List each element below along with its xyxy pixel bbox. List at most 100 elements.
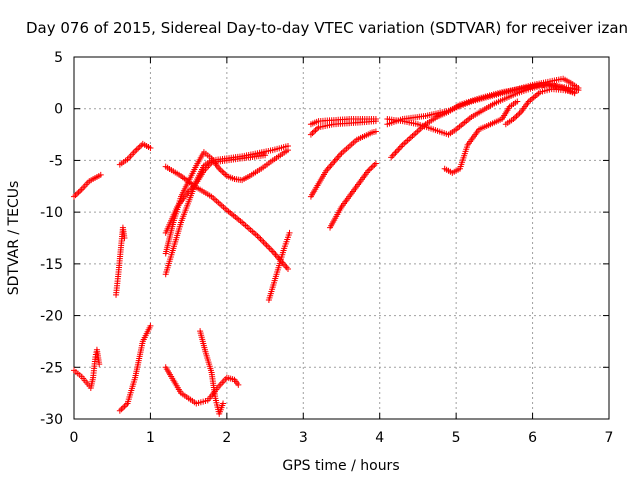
data-point — [516, 110, 523, 117]
data-point — [280, 261, 287, 268]
data-point — [396, 145, 403, 152]
data-point — [332, 156, 339, 163]
series-arc-t — [441, 98, 521, 176]
data-point — [272, 251, 279, 258]
data-point — [368, 164, 375, 171]
data-point — [220, 400, 227, 407]
series-arc-d — [113, 224, 128, 298]
data-point — [118, 406, 125, 413]
data-point — [260, 239, 267, 246]
data-point — [372, 116, 379, 123]
data-point — [337, 151, 344, 158]
data-point — [372, 128, 379, 135]
data-point — [331, 158, 338, 165]
data-point — [265, 243, 272, 250]
data-point — [392, 149, 399, 156]
data-point — [515, 111, 522, 118]
x-tick-label: 0 — [70, 430, 79, 446]
grid — [74, 57, 609, 419]
data-point — [269, 248, 276, 255]
series-arc-f — [162, 364, 242, 407]
data-point — [147, 322, 154, 329]
data-point — [262, 240, 269, 247]
x-tick-label: 5 — [452, 430, 461, 446]
series-arc-h — [162, 163, 291, 273]
data-point — [282, 262, 289, 269]
data-point — [513, 113, 520, 120]
data-point — [135, 145, 142, 152]
data-point — [262, 152, 269, 159]
data-point — [514, 98, 521, 105]
series-arc-b — [116, 140, 154, 168]
series-arc-g — [197, 328, 227, 417]
data-point — [77, 187, 84, 194]
data-point — [335, 153, 342, 160]
plot-frame — [73, 56, 610, 420]
y-tick-label: -25 — [40, 360, 63, 376]
y-tick-label: 0 — [54, 102, 63, 118]
data-point — [283, 264, 290, 271]
data-point — [75, 189, 82, 196]
data-point — [398, 143, 405, 150]
data-point — [266, 245, 273, 252]
series-arc-l — [265, 229, 293, 304]
x-tick-label: 1 — [146, 430, 155, 446]
data-point — [309, 130, 316, 137]
data-point — [273, 253, 280, 260]
data-point — [395, 146, 402, 153]
series-arc-s — [384, 75, 582, 128]
x-tick-label: 7 — [605, 430, 614, 446]
x-tick-label: 2 — [222, 430, 231, 446]
series-arc-k — [162, 152, 269, 236]
data-point — [74, 190, 81, 197]
data-point — [71, 193, 77, 200]
data-point — [257, 236, 264, 243]
series-arc-m — [307, 128, 379, 200]
data-point — [121, 403, 128, 410]
data-point — [271, 250, 278, 257]
series-arc-q — [388, 81, 582, 161]
data-point — [312, 127, 319, 134]
x-tick-label: 4 — [375, 430, 384, 446]
series-arc-j — [162, 147, 291, 257]
data-point — [147, 145, 154, 152]
y-tick-label: -15 — [40, 257, 63, 273]
chart-title: Day 076 of 2015, Sidereal Day-to-day VTE… — [26, 19, 628, 37]
y-tick-label: -5 — [49, 153, 63, 169]
series-arc-u — [502, 86, 578, 128]
data-point — [219, 168, 226, 175]
x-axis-label: GPS time / hours — [282, 458, 399, 474]
data-point — [307, 131, 314, 138]
data-point — [389, 152, 396, 159]
axis-ticks: 0 1 2 3 4 5 6 7 5 0 -5 -10 -15 -20 -25 -30 — [40, 50, 613, 446]
data-point — [325, 164, 332, 171]
data-point — [220, 170, 227, 177]
y-tick-label: -20 — [40, 309, 63, 325]
data-point — [286, 229, 293, 236]
data-point — [511, 114, 518, 121]
data-point — [391, 151, 398, 158]
data-point — [575, 85, 582, 92]
data-point — [372, 160, 379, 167]
data-point — [72, 192, 79, 199]
data-point — [96, 361, 103, 368]
data-point — [371, 161, 378, 168]
series-arc-p — [327, 160, 379, 231]
data-point — [369, 163, 376, 170]
data-marks — [71, 75, 582, 417]
data-point — [255, 234, 262, 241]
y-tick-label: -10 — [40, 205, 63, 221]
data-point — [388, 154, 395, 161]
data-point — [328, 161, 335, 168]
data-point — [235, 381, 242, 388]
data-point — [121, 235, 128, 241]
y-tick-label: 5 — [54, 50, 63, 66]
x-tick-label: 6 — [528, 430, 537, 446]
series-arc-e — [116, 322, 154, 414]
data-point — [97, 171, 104, 178]
series-arc-a — [71, 171, 104, 200]
data-point — [217, 167, 224, 174]
data-point — [393, 148, 400, 155]
data-point — [268, 246, 275, 253]
